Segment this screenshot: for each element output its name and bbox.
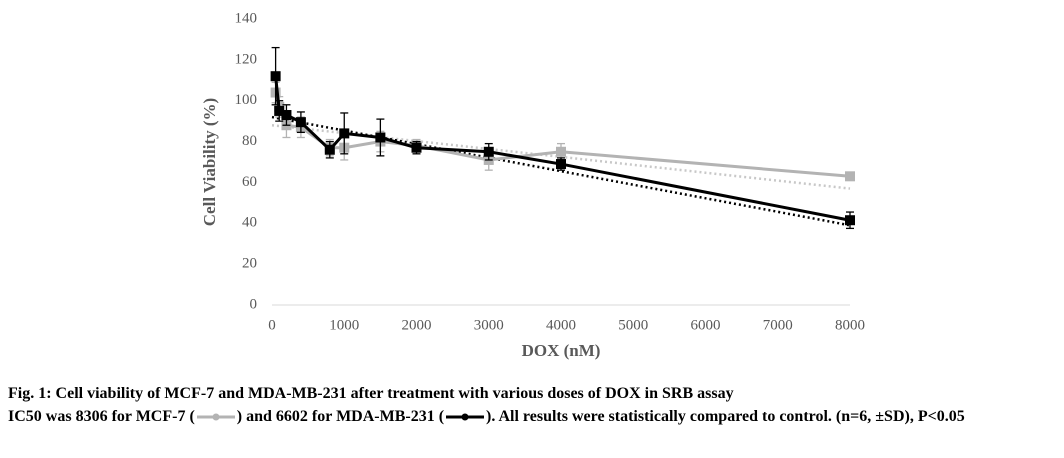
caption-body: IC50 was 8306 for MCF-7 () and 6602 for …: [8, 408, 965, 425]
x-tick-label: 3000: [474, 317, 504, 333]
marker: [295, 117, 306, 128]
marker: [270, 71, 281, 82]
caption: Fig. 1: Cell viability of MCF-7 and MDA-…: [8, 382, 1056, 428]
trend-line: [271, 115, 851, 227]
legend-symbol: [446, 413, 485, 421]
y-tick-label: 80: [242, 133, 257, 149]
x-tick-label: 4000: [546, 317, 576, 333]
marker: [375, 132, 386, 143]
y-axis-title: Cell Viability (%): [200, 98, 219, 226]
caption-text: IC50 was 8306 for: [8, 408, 132, 425]
marker: [411, 142, 422, 153]
marker: [556, 159, 566, 170]
x-tick-label: 1000: [329, 317, 359, 333]
y-tick-label: 60: [242, 174, 257, 190]
marker: [324, 144, 335, 155]
y-tick-label: 140: [235, 10, 258, 26]
x-tick-label: 0: [268, 317, 276, 333]
y-tick-label: 100: [235, 92, 258, 108]
y-tick-label: 20: [242, 256, 257, 272]
chart: DOX (nM) Cell Viability (%) 0 20 40 60 80 100…: [200, 10, 865, 360]
series-name: MCF-7: [135, 408, 186, 425]
x-tick-label: 2000: [402, 317, 432, 333]
legend-symbol: [196, 413, 235, 421]
y-tick-label: 0: [250, 296, 258, 312]
legend-dot: [212, 413, 220, 421]
x-tick-label: 8000: [835, 317, 865, 333]
y-tick-label: 120: [235, 51, 258, 67]
marker: [845, 171, 855, 182]
series-name: MDA-MB-231: [336, 408, 435, 425]
marker: [339, 128, 350, 139]
legend-dot: [461, 413, 469, 421]
x-axis-title: DOX (nM): [522, 341, 601, 360]
caption-title: Fig. 1: Cell viability of MCF-7 and MDA-…: [8, 385, 734, 402]
y-tick-label: 40: [242, 215, 257, 231]
caption-text: and 6602 for: [246, 408, 333, 425]
caption-text: All results were statistically compared …: [498, 408, 965, 425]
marker: [281, 110, 292, 121]
marker: [556, 146, 566, 157]
marker: [483, 146, 494, 157]
x-tick-label: 7000: [763, 317, 793, 333]
x-tick-label: 6000: [691, 317, 721, 333]
x-tick-label: 5000: [618, 317, 648, 333]
marker: [274, 105, 285, 116]
marker: [845, 215, 855, 226]
